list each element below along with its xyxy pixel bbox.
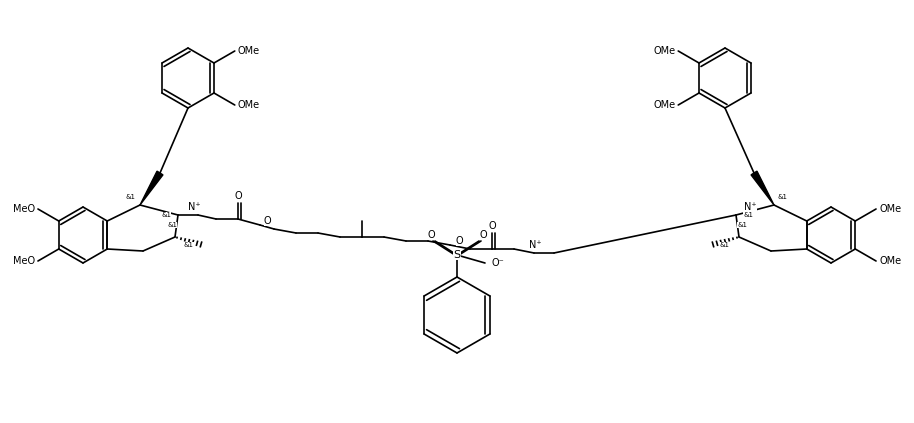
Text: &1: &1 [126,194,136,200]
Text: &1: &1 [737,222,747,228]
Text: O: O [479,230,487,240]
Text: O: O [264,216,271,226]
Text: &1: &1 [720,242,730,248]
Text: O: O [427,230,435,240]
Polygon shape [751,171,774,205]
Text: MeO: MeO [13,256,35,266]
Text: OMe: OMe [654,46,675,56]
Text: S: S [453,250,461,260]
Text: &1: &1 [184,242,194,248]
Text: N⁺: N⁺ [529,240,542,250]
Text: OMe: OMe [654,100,675,110]
Text: &1: &1 [778,194,788,200]
Text: O: O [488,221,495,231]
Text: N⁺: N⁺ [744,202,757,212]
Text: MeO: MeO [13,204,35,214]
Text: O: O [234,191,242,201]
Text: &1: &1 [167,222,177,228]
Text: N⁺: N⁺ [188,202,201,212]
Polygon shape [140,171,163,205]
Text: OMe: OMe [238,46,260,56]
Text: O: O [456,236,463,246]
Text: O⁻: O⁻ [491,258,504,268]
Text: OMe: OMe [879,204,901,214]
Text: OMe: OMe [238,100,260,110]
Text: &1: &1 [743,212,753,218]
Text: OMe: OMe [879,256,901,266]
Text: &1: &1 [161,212,171,218]
